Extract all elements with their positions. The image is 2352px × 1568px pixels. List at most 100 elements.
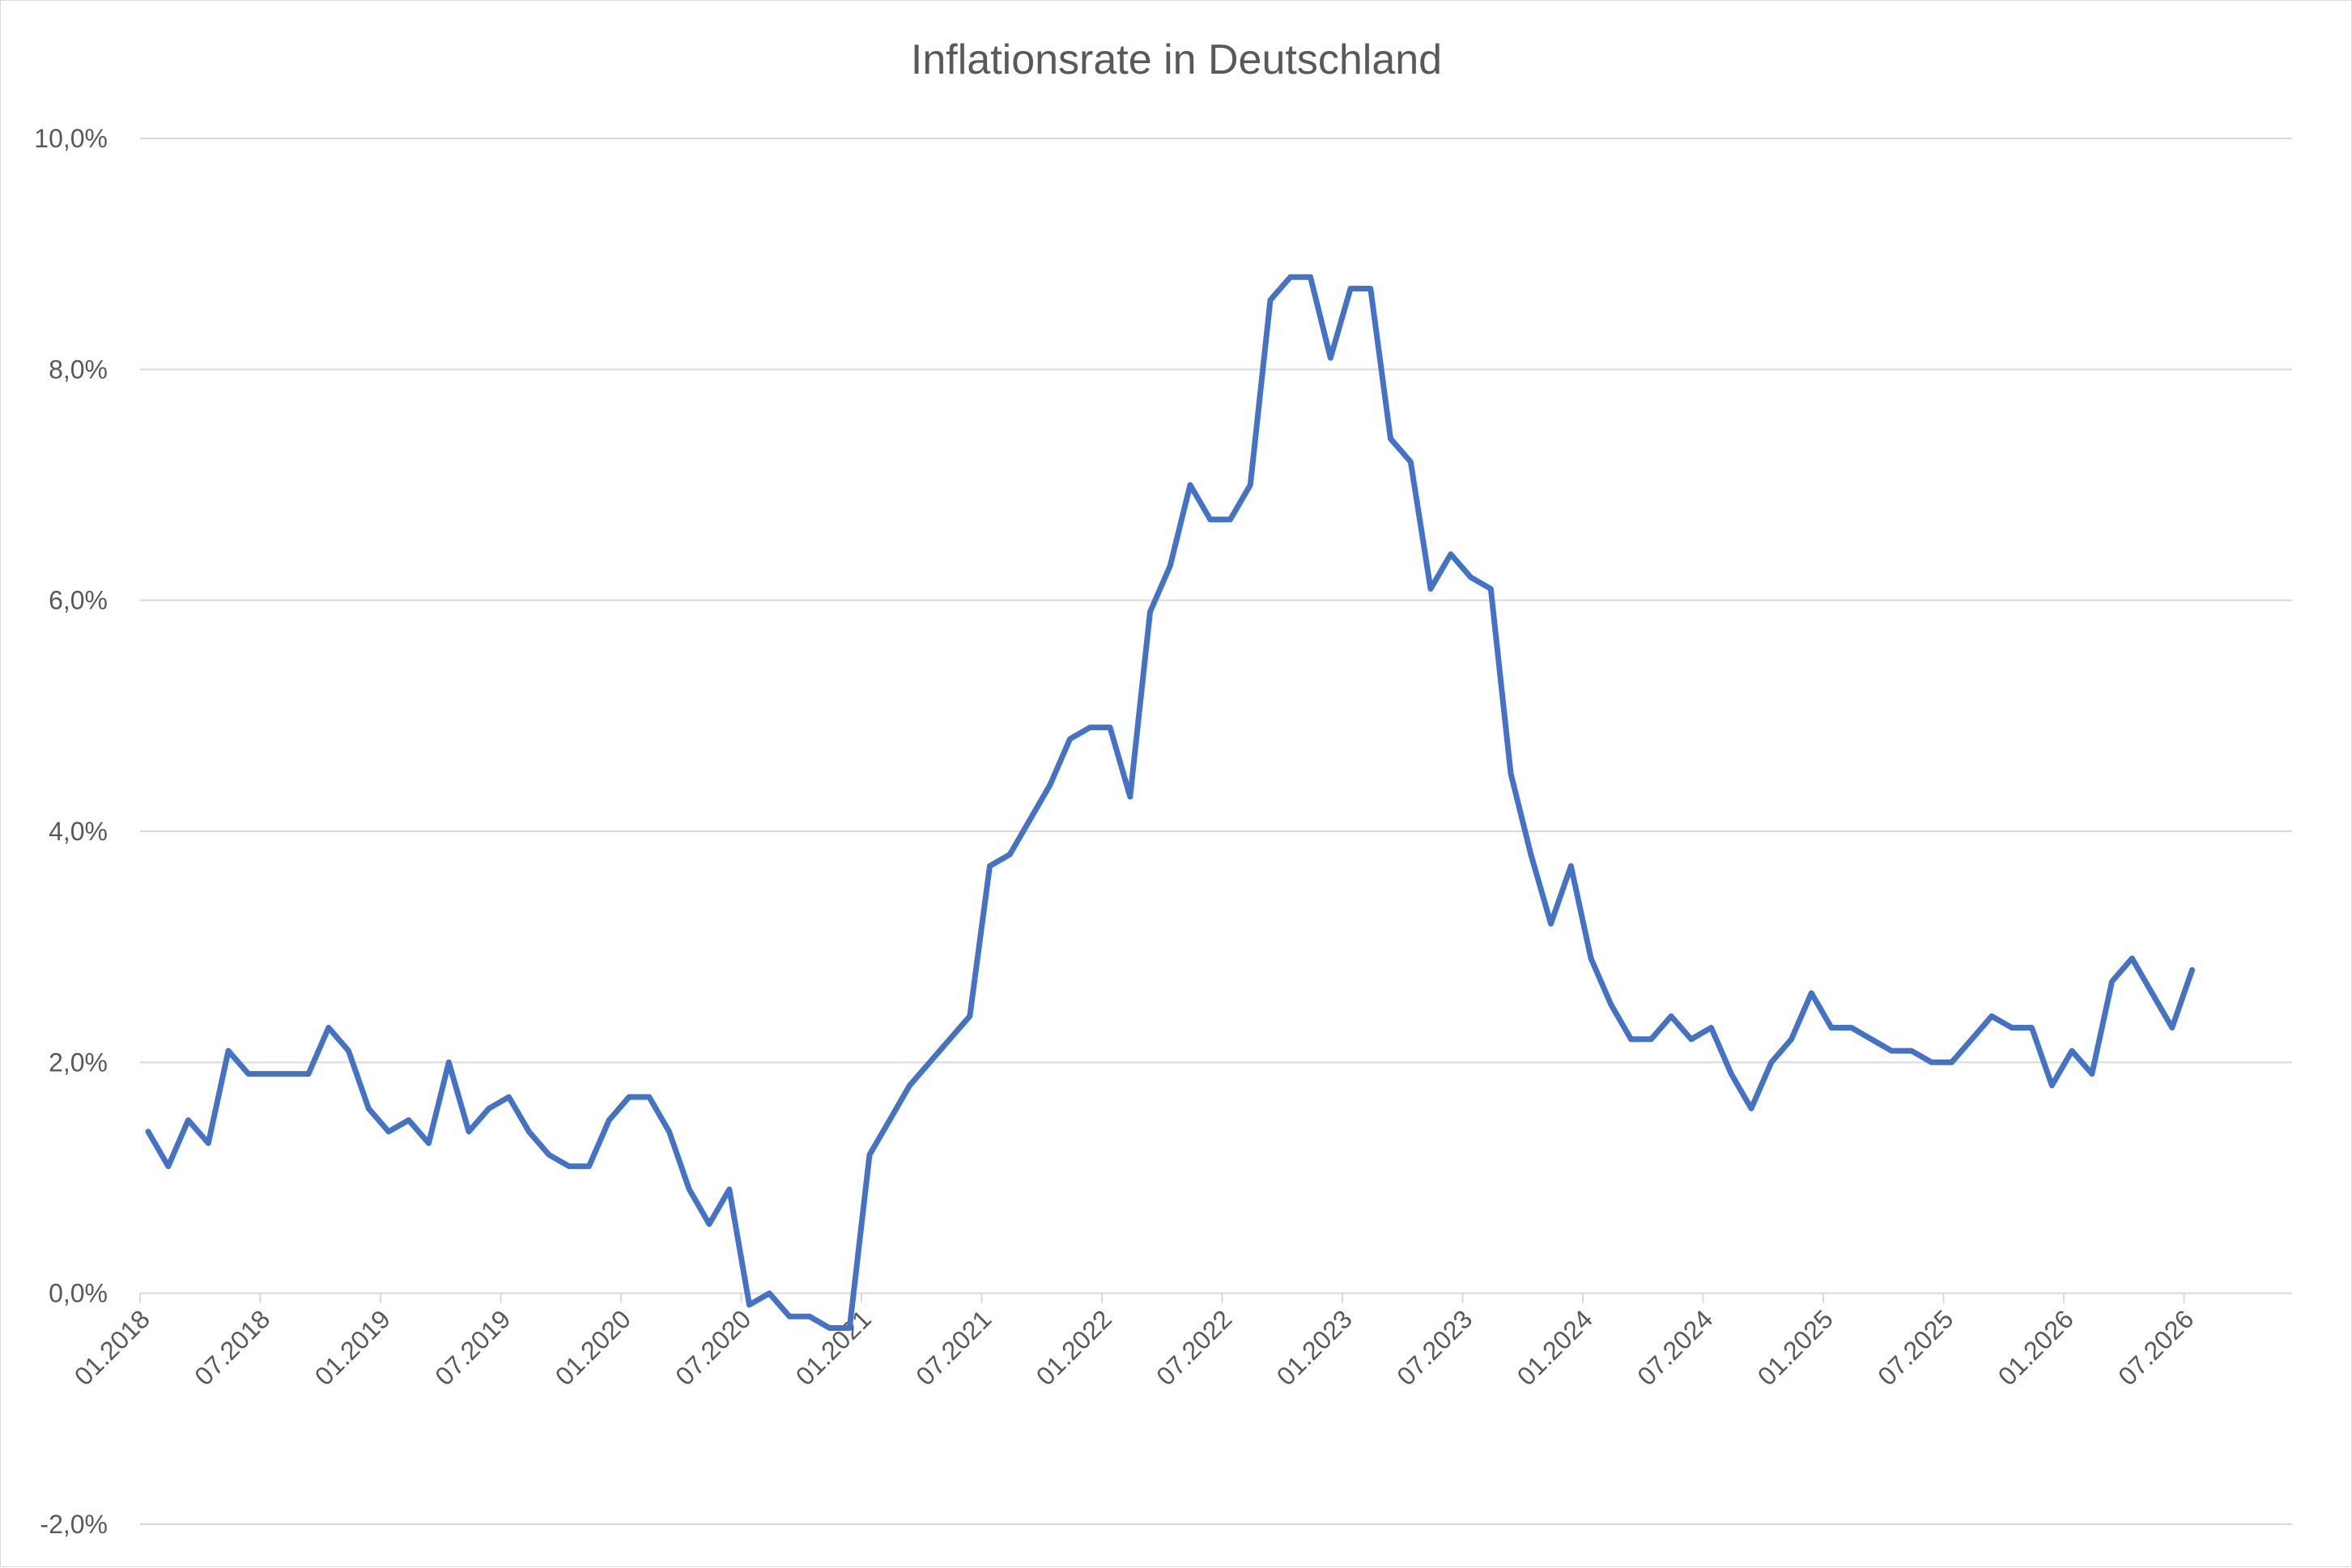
data-point [1308, 274, 1312, 279]
data-point [1368, 287, 1373, 291]
data-point [2150, 991, 2154, 996]
data-point [386, 1129, 391, 1134]
data-point [1969, 1037, 1974, 1042]
data-point [1629, 1037, 1633, 1042]
data-point [687, 1187, 691, 1192]
data-point [1789, 1037, 1793, 1042]
data-point [347, 1048, 351, 1053]
x-tick-label: 07.2019 [429, 1304, 516, 1391]
x-tick-label: 01.2023 [1271, 1304, 1358, 1391]
data-point [1709, 1026, 1713, 1030]
y-tick-label: 6,0% [49, 586, 108, 615]
data-point [927, 1060, 932, 1064]
data-point [2010, 1026, 2014, 1030]
data-point [1389, 436, 1393, 441]
data-point [1488, 586, 1493, 591]
data-point [226, 1048, 231, 1053]
series-group [145, 274, 2195, 1331]
data-point [988, 864, 992, 869]
data-point [1408, 460, 1413, 464]
data-point [2129, 956, 2134, 961]
data-point [1068, 737, 1072, 742]
data-point [1448, 552, 1453, 557]
data-point [1288, 274, 1293, 279]
data-point [767, 1291, 772, 1296]
y-axis-ticks: 10,0% 8,0% 6,0% 4,0% 2,0% 0,0% -2,0% [34, 124, 108, 1539]
data-point [1087, 725, 1092, 730]
data-point [1508, 771, 1513, 776]
x-tick-label: 07.2021 [910, 1304, 997, 1391]
data-point [1989, 1013, 1994, 1018]
data-point [446, 1060, 451, 1064]
data-point [727, 1187, 732, 1192]
data-point [487, 1106, 491, 1111]
data-point [1188, 482, 1193, 487]
data-point [867, 1153, 872, 1157]
data-point [807, 1314, 812, 1319]
y-tick-label: 2,0% [49, 1047, 108, 1077]
data-point [1909, 1048, 1914, 1053]
x-tick-label: 07.2023 [1391, 1304, 1478, 1391]
x-tick-label: 01.2026 [1993, 1304, 2079, 1391]
data-point [1108, 725, 1112, 730]
data-point [2190, 967, 2194, 972]
y-tick-label: -2,0% [40, 1510, 108, 1539]
y-tick-label: 4,0% [49, 817, 108, 846]
data-point [206, 1141, 211, 1145]
x-tick-label: 01.2025 [1752, 1304, 1839, 1391]
data-point [627, 1094, 632, 1099]
data-point [1328, 355, 1333, 360]
data-point [1729, 1072, 1733, 1077]
x-tick-label: 07.2025 [1872, 1304, 1959, 1391]
data-point [166, 1164, 171, 1169]
data-point [1849, 1026, 1854, 1030]
data-point [507, 1094, 511, 1099]
data-point [1348, 287, 1353, 291]
data-point [667, 1129, 671, 1134]
data-point [427, 1141, 431, 1145]
data-point [406, 1118, 411, 1123]
data-point [747, 1302, 751, 1307]
data-point [2090, 1072, 2095, 1077]
x-tick-label: 07.2020 [670, 1304, 756, 1391]
data-point [1869, 1037, 1874, 1042]
data-point [1648, 1037, 1653, 1042]
data-point [1428, 586, 1433, 591]
data-point [326, 1026, 331, 1030]
data-point [246, 1072, 251, 1077]
data-point [1568, 864, 1573, 869]
data-point [587, 1164, 591, 1169]
data-point [1048, 783, 1053, 788]
x-axis [139, 1292, 2292, 1303]
data-point [887, 1118, 892, 1123]
data-point [1950, 1060, 1954, 1064]
y-tick-label: 8,0% [49, 355, 108, 384]
x-tick-label: 07.2022 [1150, 1304, 1237, 1391]
x-tick-label: 07.2024 [1631, 1304, 1718, 1391]
gridlines [140, 138, 2292, 1525]
data-point [968, 1013, 972, 1018]
data-point [2069, 1048, 2074, 1053]
x-tick-label: 01.2022 [1031, 1304, 1117, 1391]
data-point [1669, 1013, 1674, 1018]
data-point [1829, 1026, 1834, 1030]
data-point [547, 1153, 551, 1157]
data-point [947, 1037, 952, 1042]
x-tick-label: 01.2024 [1512, 1304, 1598, 1391]
data-point [266, 1072, 270, 1077]
data-point [606, 1118, 611, 1123]
data-point [2170, 1026, 2175, 1030]
data-point [847, 1326, 852, 1330]
data-point [647, 1094, 652, 1099]
data-point [707, 1222, 712, 1226]
data-point [1689, 1037, 1694, 1042]
data-point [1228, 517, 1232, 522]
data-point [1809, 991, 1814, 996]
data-point [1248, 482, 1253, 487]
data-point [1007, 852, 1012, 856]
data-point [2110, 979, 2114, 984]
x-axis-ticks: 01.2018 07.2018 01.2019 07.2019 01.2020 07.20… [69, 1304, 2200, 1391]
data-point [1128, 794, 1133, 799]
data-point [1027, 818, 1032, 822]
